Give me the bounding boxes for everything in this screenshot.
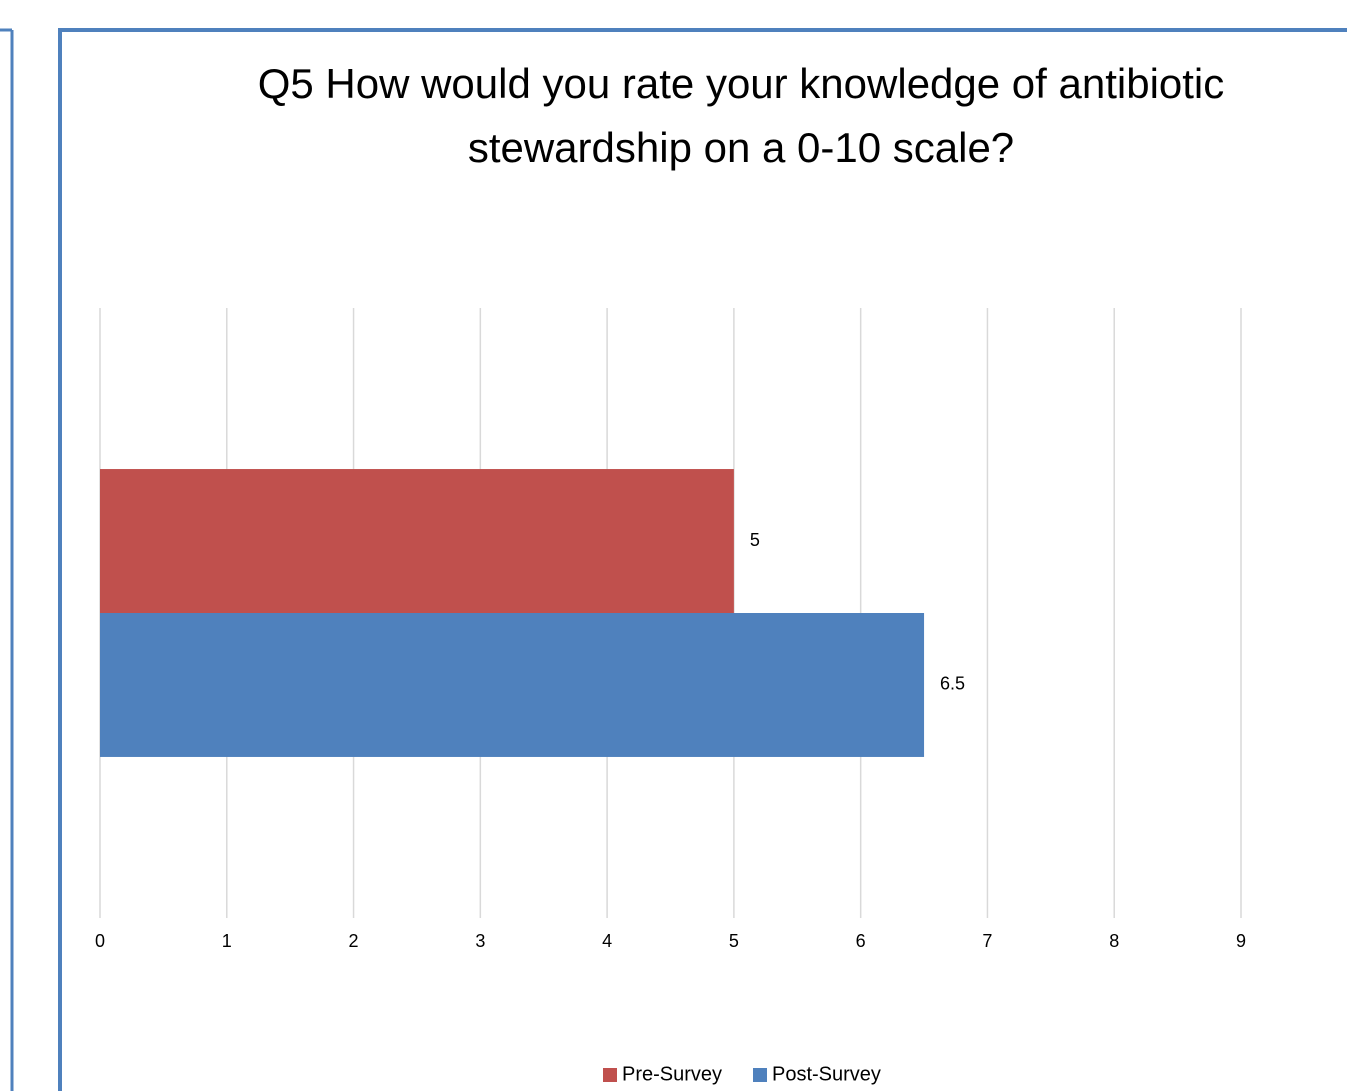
- x-tick-label: 5: [729, 931, 739, 951]
- legend-swatch: [603, 1068, 617, 1082]
- legend-label: Pre-Survey: [622, 1063, 722, 1085]
- x-tick-label: 0: [95, 931, 105, 951]
- bar: [100, 469, 734, 613]
- data-label: 6.5: [940, 674, 965, 694]
- x-tick-label: 1: [222, 931, 232, 951]
- chart-frame: [58, 28, 1347, 1091]
- data-label: 5: [750, 530, 760, 550]
- x-tick-label: 6: [856, 931, 866, 951]
- x-tick-label: 8: [1109, 931, 1119, 951]
- x-tick-label: 7: [982, 931, 992, 951]
- x-tick-label: 2: [349, 931, 359, 951]
- legend-label: Post-Survey: [772, 1063, 881, 1085]
- bar: [100, 613, 925, 757]
- legend-swatch: [753, 1068, 767, 1082]
- x-tick-label: 3: [475, 931, 485, 951]
- chart-title: Q5 How would you rate your knowledge of …: [257, 60, 1225, 171]
- x-tick-label: 4: [602, 931, 612, 951]
- x-tick-label: 9: [1236, 931, 1246, 951]
